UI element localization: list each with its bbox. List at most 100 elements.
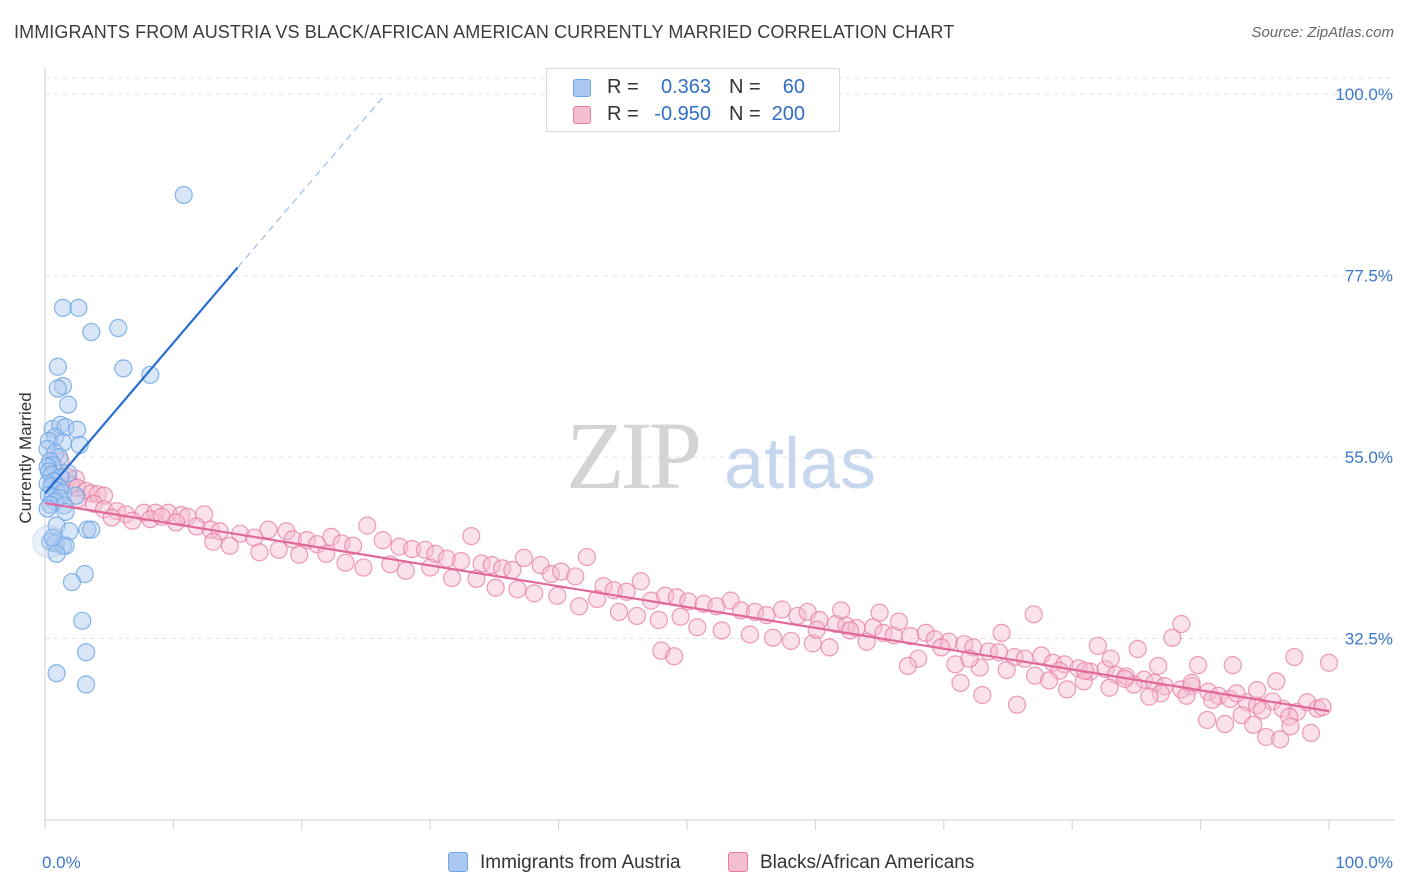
data-point-austria [48, 357, 67, 376]
data-point-black [1223, 656, 1242, 675]
axes [44, 68, 1395, 830]
data-point-black [462, 527, 481, 546]
data-point-austria [59, 395, 78, 414]
y-tick-label: 55.0% [1345, 448, 1393, 467]
bottom-legend-black: Blacks/African Americans [728, 852, 974, 874]
legend-swatch-blue [573, 79, 591, 97]
trend-line-austria [44, 266, 239, 495]
legend-swatch-pink [573, 106, 591, 124]
data-point-black [870, 603, 889, 622]
legend-r-label: R = [607, 103, 639, 125]
legend-n-value: 200 [771, 103, 805, 125]
data-point-black [1253, 701, 1272, 720]
data-point-black [84, 494, 103, 513]
data-point-black [1163, 628, 1182, 647]
data-point-black [1301, 723, 1321, 742]
data-point-black [354, 558, 373, 577]
data-point-black [250, 543, 269, 562]
data-point-austria [109, 318, 128, 338]
data-point-austria [78, 520, 97, 539]
trend-line-black [44, 501, 1330, 713]
data-point-black [1280, 707, 1299, 726]
data-point-black [840, 621, 860, 640]
data-point-black [570, 597, 589, 616]
data-point-black [1188, 656, 1208, 675]
data-point-black [1007, 695, 1027, 714]
legend-n-value: 60 [782, 76, 805, 98]
data-point-black [1227, 684, 1246, 703]
data-point-black [269, 540, 288, 559]
data-point-black [548, 586, 567, 605]
data-point-black [373, 531, 392, 550]
data-point-austria [47, 664, 66, 683]
data-point-black [1281, 717, 1300, 736]
data-point-black [1319, 653, 1339, 672]
data-point-black [290, 545, 309, 564]
data-point-black [88, 485, 107, 504]
data-point-black [665, 647, 684, 666]
data-point-austria [47, 544, 66, 563]
data-point-black [627, 606, 647, 626]
data-point-black [421, 558, 440, 577]
data-point-black [1313, 697, 1332, 717]
data-point-austria [48, 379, 67, 398]
x-tick-label-min: 0.0% [42, 853, 81, 872]
bottom-legend-label: Blacks/African Americans [760, 852, 975, 873]
data-point-black [1140, 687, 1159, 706]
data-point-black [781, 631, 801, 651]
data-point-austria [73, 611, 92, 630]
data-point-austria [82, 520, 101, 539]
data-point-austria [174, 185, 193, 205]
data-point-black [901, 627, 920, 646]
data-point-black [514, 548, 534, 567]
data-point-black [1232, 706, 1251, 725]
watermark: ZIP atlas [566, 402, 876, 509]
tick-labels: 100.0% 77.5% 55.0% 32.5% 0.0% 100.0% [42, 85, 1393, 872]
data-point-austria [114, 359, 133, 378]
data-point-black [1285, 647, 1304, 667]
data-point-black [336, 553, 355, 572]
data-point-black [358, 516, 377, 535]
legend-n-label: N = [729, 76, 761, 98]
data-point-black [588, 589, 607, 609]
data-point-black [1088, 636, 1107, 655]
data-point-black [552, 562, 571, 581]
data-point-black [577, 547, 596, 567]
legend-r-value: 0.363 [660, 76, 711, 98]
data-point-black [973, 685, 992, 705]
data-point-black [1244, 715, 1263, 734]
data-point-black [1197, 710, 1217, 730]
data-point-black [1024, 605, 1043, 624]
data-point-black [745, 602, 765, 622]
data-point-black [688, 618, 707, 637]
y-tick-label: 100.0% [1335, 85, 1393, 104]
data-point-austria [67, 420, 87, 439]
data-point-black [1256, 727, 1276, 747]
data-point-black [889, 612, 908, 631]
data-point-black [951, 673, 970, 692]
data-point-black [1247, 681, 1267, 700]
data-point-black [442, 568, 462, 588]
watermark-atlas: atlas [724, 424, 876, 504]
bottom-legend-swatch-pink [728, 852, 748, 872]
data-point-austria [76, 675, 96, 694]
data-point-black [1039, 671, 1059, 690]
data-point-black [740, 625, 760, 644]
chart-title: IMMIGRANTS FROM AUSTRIA VS BLACK/AFRICAN… [14, 22, 955, 42]
data-point-black [803, 634, 822, 653]
bottom-legend-label: Immigrants from Austria [480, 852, 681, 873]
data-point-black [486, 578, 505, 597]
legend-n-label: N = [729, 103, 761, 125]
legend-r-label: R = [607, 76, 639, 98]
data-point-black [220, 536, 239, 555]
data-point-austria [62, 572, 82, 592]
data-point-black [1215, 714, 1235, 734]
data-point-black [609, 602, 629, 622]
data-point-black [992, 623, 1011, 642]
watermark-zip: ZIP [566, 402, 699, 509]
data-point-black [671, 607, 690, 626]
data-point-black [1057, 680, 1077, 699]
data-point-black [102, 508, 121, 527]
data-point-austria [75, 564, 94, 584]
